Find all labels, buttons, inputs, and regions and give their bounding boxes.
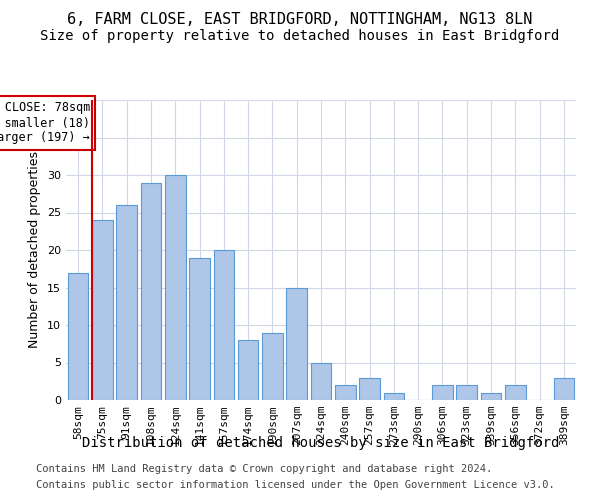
Text: 6 FARM CLOSE: 78sqm
← 8% of detached houses are smaller (18)
92% of semi-detache: 6 FARM CLOSE: 78sqm ← 8% of detached hou… [0,102,90,144]
Bar [140,182,161,400]
Bar [335,385,356,400]
Bar [238,340,259,400]
Bar [383,392,404,400]
Bar [189,258,210,400]
Bar [214,250,234,400]
Bar [92,220,113,400]
Bar [457,385,477,400]
Bar [481,392,502,400]
Bar [165,175,185,400]
Text: Distribution of detached houses by size in East Bridgford: Distribution of detached houses by size … [82,436,560,450]
Bar [68,272,88,400]
Bar [505,385,526,400]
Bar [311,362,331,400]
Bar [262,332,283,400]
Text: Size of property relative to detached houses in East Bridgford: Size of property relative to detached ho… [40,29,560,43]
Text: Contains HM Land Registry data © Crown copyright and database right 2024.: Contains HM Land Registry data © Crown c… [36,464,492,474]
Bar [554,378,574,400]
Bar [359,378,380,400]
Text: Contains public sector information licensed under the Open Government Licence v3: Contains public sector information licen… [36,480,555,490]
Bar [116,205,137,400]
Bar [432,385,453,400]
Y-axis label: Number of detached properties: Number of detached properties [28,152,41,348]
Text: 6, FARM CLOSE, EAST BRIDGFORD, NOTTINGHAM, NG13 8LN: 6, FARM CLOSE, EAST BRIDGFORD, NOTTINGHA… [67,12,533,28]
Bar [286,288,307,400]
